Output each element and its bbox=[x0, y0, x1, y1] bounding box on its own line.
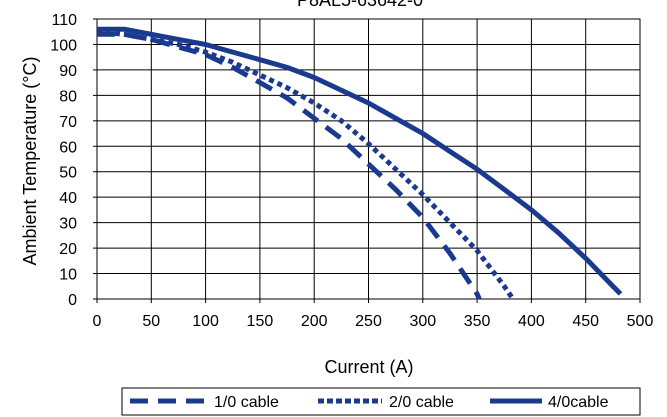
x-tick-label: 150 bbox=[247, 313, 274, 330]
y-tick-label: 0 bbox=[68, 292, 77, 309]
y-tick-label: 20 bbox=[59, 241, 77, 258]
x-tick-label: 200 bbox=[301, 313, 328, 330]
series-line-3 bbox=[97, 26, 623, 296]
series-group bbox=[96, 26, 623, 301]
x-tick-label: 500 bbox=[627, 313, 654, 330]
y-tick-label: 90 bbox=[59, 63, 77, 80]
x-tick-label: 100 bbox=[192, 313, 219, 330]
x-axis-title: Current (A) bbox=[324, 357, 413, 377]
y-tick-label: 70 bbox=[59, 114, 77, 131]
x-tick-label: 400 bbox=[518, 313, 545, 330]
y-tick-label: 50 bbox=[59, 165, 77, 182]
y-tick-label: 40 bbox=[59, 190, 77, 207]
chart-title: P8AL5-63642-0 bbox=[297, 0, 423, 10]
legend-label-3: 4/0cable bbox=[548, 394, 609, 411]
series-line-2 bbox=[96, 29, 515, 301]
y-axis-title: Ambient Temperature (°C) bbox=[20, 57, 40, 266]
x-tick-label: 0 bbox=[93, 313, 102, 330]
y-tick-label: 80 bbox=[59, 88, 77, 105]
x-tick-label: 350 bbox=[464, 313, 491, 330]
grid bbox=[93, 18, 641, 303]
y-tick-label: 110 bbox=[51, 12, 77, 29]
legend-label-1: 1/0 cable bbox=[214, 394, 279, 411]
x-tick-label: 50 bbox=[142, 313, 160, 330]
y-tick-label: 30 bbox=[59, 216, 77, 233]
legend: 1/0 cable 2/0 cable 4/0cable bbox=[130, 394, 609, 411]
x-tick-label: 450 bbox=[572, 313, 599, 330]
plot-frame bbox=[96, 18, 641, 300]
tick-labels: 0 50 100 150 200 250 300 350 400 450 500 0 10 20 30 40 5… bbox=[50, 12, 653, 330]
y-tick-label: 100 bbox=[50, 37, 77, 54]
y-tick-label: 10 bbox=[59, 267, 77, 284]
x-tick-label: 300 bbox=[409, 313, 436, 330]
y-tick-label: 60 bbox=[59, 139, 77, 156]
series-line-1 bbox=[97, 31, 482, 300]
x-tick-label: 250 bbox=[355, 313, 382, 330]
legend-label-2: 2/0 cable bbox=[389, 394, 454, 411]
